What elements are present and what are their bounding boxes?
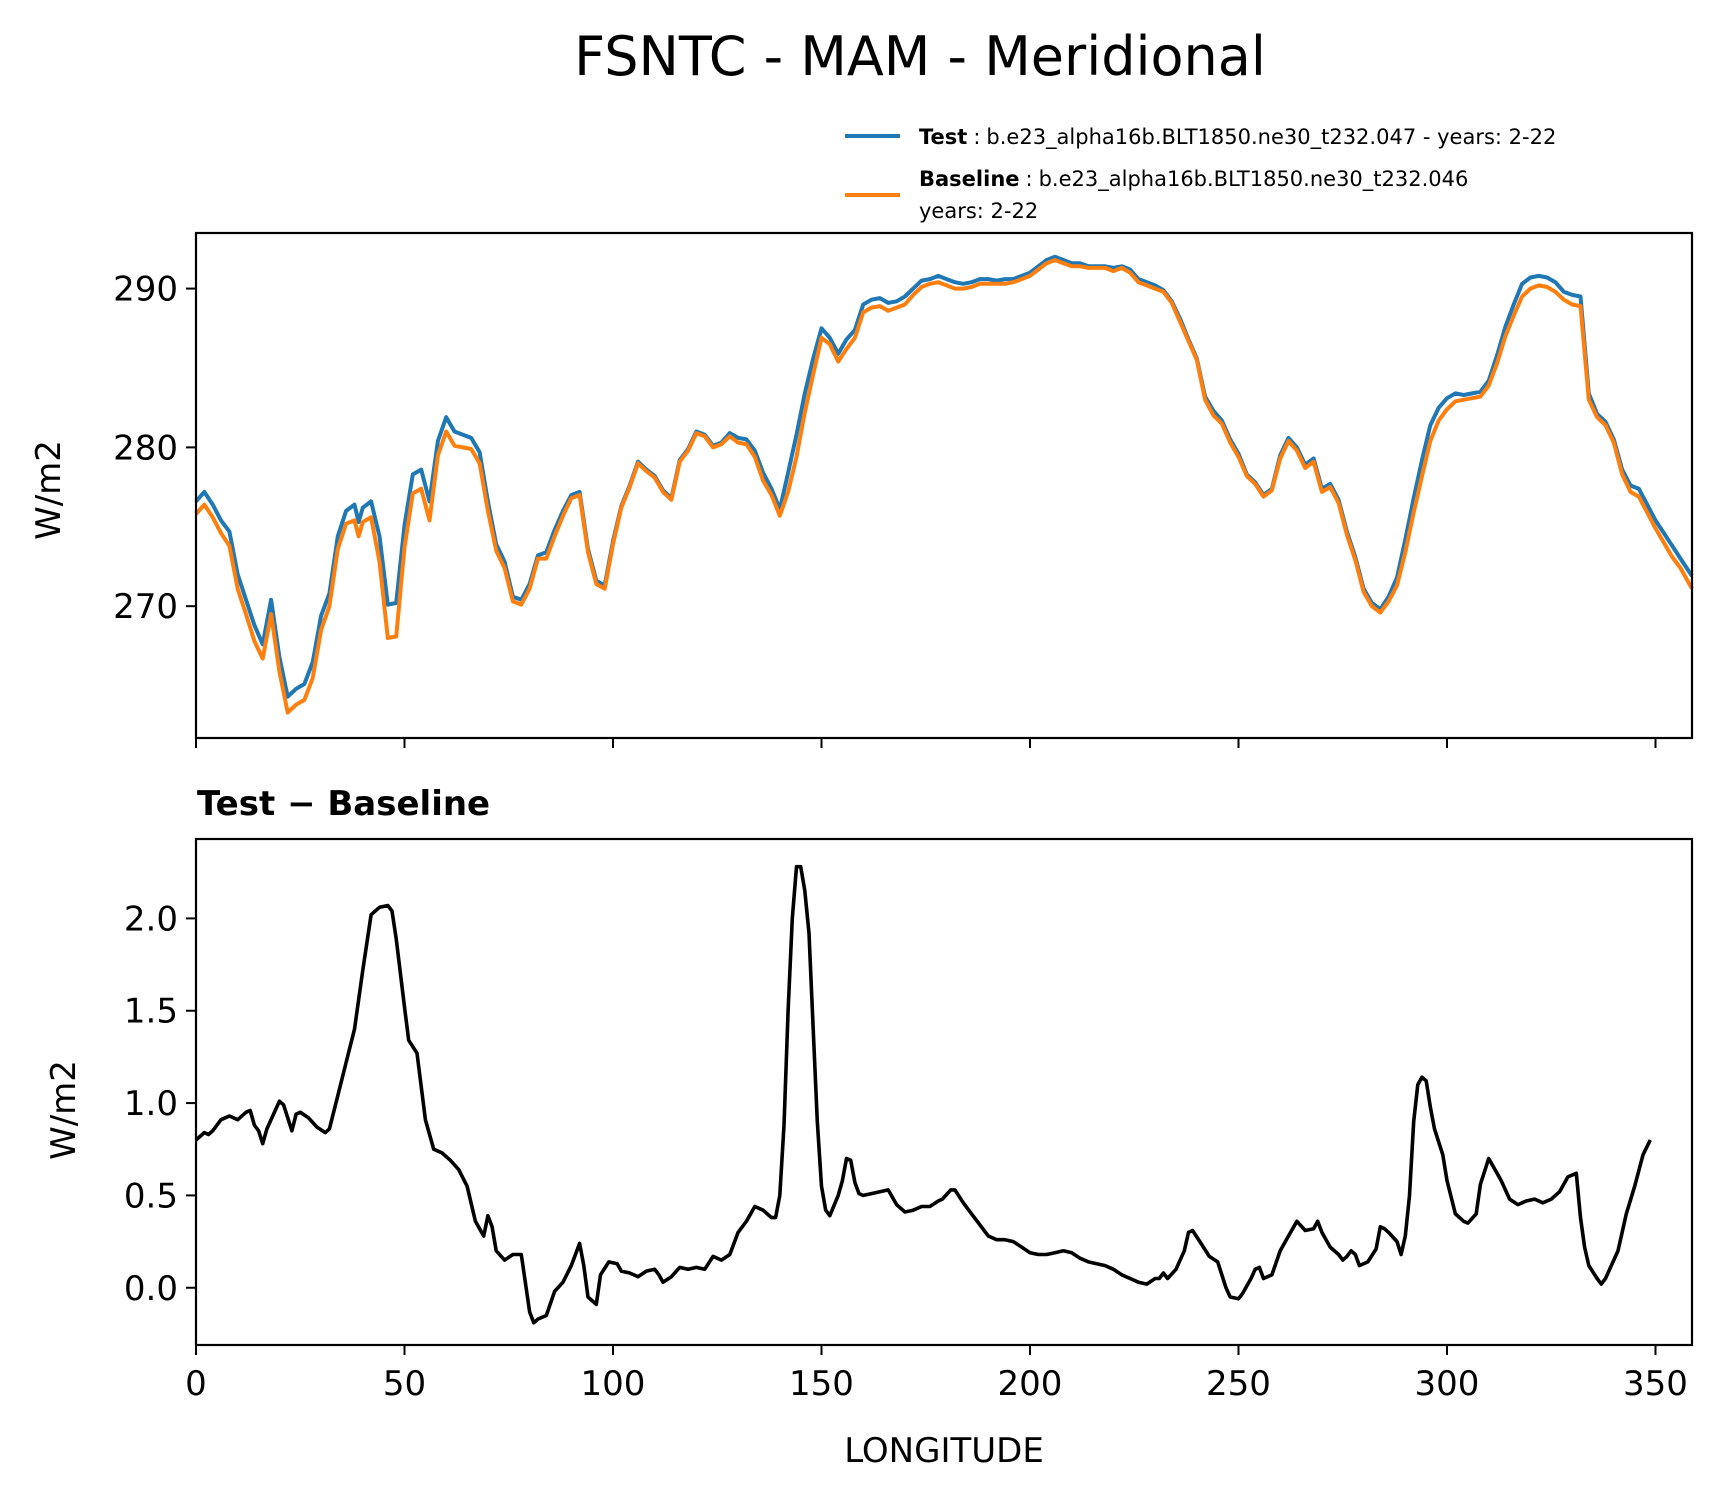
bottom-x-tick-label: 200 — [998, 1364, 1063, 1404]
x-axis-label: LONGITUDE — [844, 1431, 1044, 1471]
top-y-ticks: 270 280 290 — [113, 270, 196, 627]
legend-baseline-label-line2: years: 2-22 — [919, 199, 1038, 223]
bottom-series-lines — [194, 864, 1652, 1325]
bottom-x-tick-label: 350 — [1623, 1364, 1688, 1404]
top-y-tick-label: 290 — [113, 270, 178, 310]
bottom-x-tick-label: 300 — [1415, 1364, 1480, 1404]
top-y-axis-label: W/m2 — [29, 440, 69, 540]
top-x-ticks — [195, 738, 1657, 748]
bottom-x-tick-label: 50 — [383, 1364, 426, 1404]
top-y-tick-label: 270 — [113, 587, 178, 627]
top-panel: 270 280 290 W/m2 — [29, 231, 1694, 748]
bottom-y-ticks: 0.0 0.5 1.0 1.5 2.0 — [124, 899, 196, 1309]
top-series-lines — [194, 254, 1694, 715]
bottom-y-tick-label: 1.0 — [124, 1084, 178, 1124]
legend-test-label: Test: b.e23_alpha16b.BLT1850.ne30_t232.04… — [919, 125, 1556, 150]
bottom-x-ticks: 0 50 100 150 200 250 300 350 — [185, 1345, 1688, 1404]
bottom-plot-frame — [194, 837, 1694, 1347]
bottom-y-tick-label: 1.5 — [124, 992, 178, 1032]
bottom-x-tick-label: 100 — [581, 1364, 646, 1404]
bottom-x-tick-label: 150 — [789, 1364, 854, 1404]
bottom-y-tick-label: 2.0 — [124, 899, 178, 939]
bottom-y-tick-label: 0.0 — [124, 1269, 178, 1309]
bottom-y-tick-label: 0.5 — [124, 1176, 178, 1216]
top-plot-frame — [194, 231, 1694, 740]
bottom-series-test-baseline — [194, 864, 1652, 1325]
bottom-panel: Test − Baseline 0.0 0.5 1.0 1.5 2.0 0 50 100 15… — [44, 784, 1694, 1471]
legend-baseline-label: Baseline: b.e23_alpha16b.BLT1850.ne30_t23… — [919, 167, 1468, 192]
top-series-baseline — [194, 258, 1694, 715]
top-series-test — [194, 254, 1694, 699]
legend: Test: b.e23_alpha16b.BLT1850.ne30_t232.04… — [845, 125, 1556, 223]
bottom-y-axis-label: W/m2 — [44, 1060, 84, 1160]
bottom-panel-title: Test − Baseline — [197, 784, 490, 824]
bottom-x-tick-label: 250 — [1206, 1364, 1271, 1404]
top-y-tick-label: 280 — [113, 428, 178, 468]
chart-title: FSNTC - MAM - Meridional — [574, 25, 1266, 88]
bottom-x-tick-label: 0 — [185, 1364, 207, 1404]
